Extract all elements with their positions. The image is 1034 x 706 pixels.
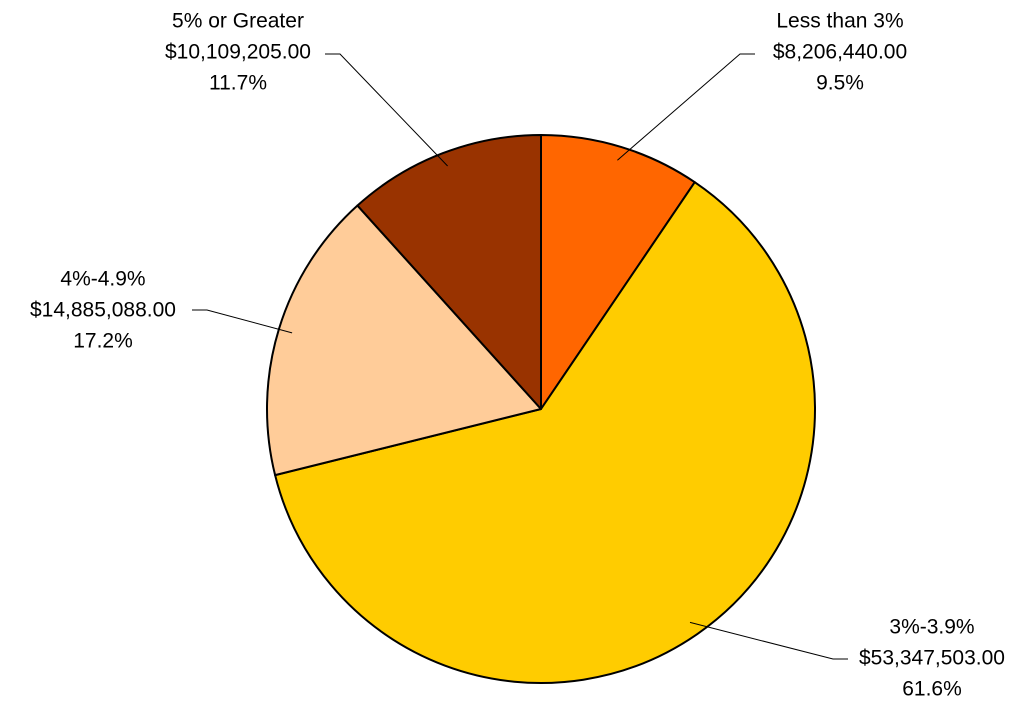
slice-label-percent-3: 11.7% <box>209 72 267 95</box>
slice-label-name-0: Less than 3% <box>776 10 903 33</box>
slice-label-name-2: 4%-4.9% <box>60 268 145 291</box>
pie-slice-0 <box>540 134 696 410</box>
pie-slices <box>266 134 816 684</box>
slice-label-percent-1: 61.6% <box>902 678 962 701</box>
leader-line-0 <box>617 53 755 161</box>
leader-lines <box>192 53 848 660</box>
slice-label-percent-0: 9.5% <box>816 72 864 95</box>
leader-line-1 <box>689 621 848 660</box>
slice-label-value-3: $10,109,205.00 <box>165 41 311 64</box>
slice-label-percent-2: 17.2% <box>73 330 133 353</box>
slice-labels: Less than 3% $8,206,440.00 9.5% 3%-3.9% $53,… <box>30 10 1005 701</box>
pie-slice-3 <box>356 134 542 410</box>
leader-line-2 <box>192 309 293 334</box>
slice-label-name-1: 3%-3.9% <box>889 616 974 639</box>
slice-label-value-0: $8,206,440.00 <box>773 41 907 64</box>
leader-line-3 <box>325 53 448 167</box>
slice-label-value-2: $14,885,088.00 <box>30 299 176 322</box>
slice-label-value-1: $53,347,503.00 <box>859 647 1005 670</box>
pie-slice-1 <box>274 181 816 684</box>
slice-label-name-3: 5% or Greater <box>172 10 304 33</box>
